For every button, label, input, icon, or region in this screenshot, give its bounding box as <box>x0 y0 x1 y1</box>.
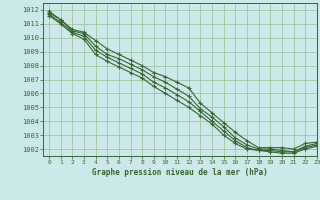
X-axis label: Graphe pression niveau de la mer (hPa): Graphe pression niveau de la mer (hPa) <box>92 168 268 177</box>
